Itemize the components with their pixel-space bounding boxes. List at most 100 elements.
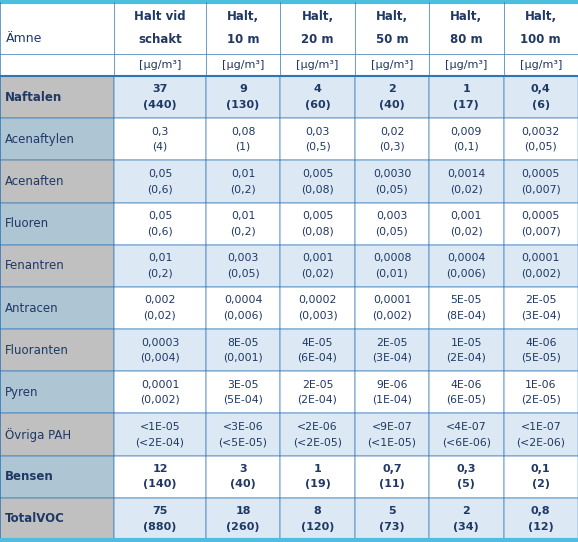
Text: 0,0002: 0,0002 <box>298 295 337 305</box>
Text: 0,3: 0,3 <box>151 127 169 137</box>
Text: Pyren: Pyren <box>5 386 39 399</box>
Text: 0,05: 0,05 <box>148 169 172 179</box>
Text: 2: 2 <box>388 85 396 94</box>
Text: (<2E-06): (<2E-06) <box>516 437 565 447</box>
Bar <box>280 456 355 498</box>
Text: (73): (73) <box>379 521 405 532</box>
Text: 0,0005: 0,0005 <box>521 169 560 179</box>
Text: (12): (12) <box>528 521 554 532</box>
Text: (120): (120) <box>301 521 334 532</box>
Text: (0,006): (0,006) <box>223 311 263 320</box>
Text: (6): (6) <box>532 100 550 109</box>
Text: Halt,: Halt, <box>302 10 334 23</box>
Text: (0,08): (0,08) <box>301 184 334 194</box>
Text: (0,2): (0,2) <box>230 184 256 194</box>
Text: (140): (140) <box>143 479 177 489</box>
Text: 0,05: 0,05 <box>148 211 172 221</box>
Text: 4E-06: 4E-06 <box>525 338 557 347</box>
Text: Acenaftylen: Acenaftylen <box>5 133 75 146</box>
Bar <box>114 329 206 371</box>
Text: (0,001): (0,001) <box>223 353 263 363</box>
Bar <box>206 498 280 540</box>
Text: [μg/m³]: [μg/m³] <box>520 60 562 70</box>
Text: (0,002): (0,002) <box>521 268 561 279</box>
Bar <box>0 203 114 245</box>
Bar <box>0 287 114 329</box>
Bar <box>114 456 206 498</box>
Text: <1E-05: <1E-05 <box>140 422 180 432</box>
Text: (2E-04): (2E-04) <box>446 353 486 363</box>
Bar <box>0 245 114 287</box>
Text: (17): (17) <box>454 100 479 109</box>
Text: (3E-04): (3E-04) <box>521 311 561 320</box>
Text: 12: 12 <box>152 464 168 474</box>
Text: 0,8: 0,8 <box>531 506 551 517</box>
Text: <4E-07: <4E-07 <box>446 422 487 432</box>
Bar <box>355 287 429 329</box>
Text: (0,02): (0,02) <box>450 226 483 236</box>
Text: (0,007): (0,007) <box>521 184 561 194</box>
Bar <box>503 329 578 371</box>
Text: (0,02): (0,02) <box>301 268 334 279</box>
Text: (3E-04): (3E-04) <box>372 353 412 363</box>
Text: (<2E-05): (<2E-05) <box>293 437 342 447</box>
Text: <9E-07: <9E-07 <box>372 422 412 432</box>
Text: 37: 37 <box>152 85 168 94</box>
Text: (0,006): (0,006) <box>446 268 486 279</box>
Text: 0,01: 0,01 <box>231 169 255 179</box>
Text: Naftalen: Naftalen <box>5 91 62 104</box>
Text: (6E-05): (6E-05) <box>446 395 486 405</box>
Text: (0,1): (0,1) <box>454 142 479 152</box>
Bar <box>503 76 578 118</box>
Bar <box>355 118 429 160</box>
Text: 0,0008: 0,0008 <box>373 253 411 263</box>
Bar <box>114 414 206 456</box>
Text: (11): (11) <box>379 479 405 489</box>
Text: (34): (34) <box>454 521 479 532</box>
Text: 0,0001: 0,0001 <box>141 380 179 390</box>
Text: Övriga PAH: Övriga PAH <box>5 428 71 442</box>
Bar <box>0 456 114 498</box>
Text: Halt vid: Halt vid <box>134 10 186 23</box>
Text: Fenantren: Fenantren <box>5 259 65 272</box>
Text: <1E-07: <1E-07 <box>520 422 561 432</box>
Text: (0,2): (0,2) <box>230 226 256 236</box>
Text: 2E-05: 2E-05 <box>525 295 557 305</box>
Text: (5E-05): (5E-05) <box>521 353 561 363</box>
Text: (0,02): (0,02) <box>450 184 483 194</box>
Bar <box>0 160 114 203</box>
Text: 9: 9 <box>239 85 247 94</box>
Text: 0,0004: 0,0004 <box>447 253 486 263</box>
Bar <box>114 118 206 160</box>
Bar <box>206 456 280 498</box>
Text: 0,001: 0,001 <box>451 211 482 221</box>
Bar <box>355 498 429 540</box>
Bar <box>280 414 355 456</box>
Text: 0,0001: 0,0001 <box>521 253 560 263</box>
Bar <box>503 203 578 245</box>
Bar <box>280 245 355 287</box>
Text: 1: 1 <box>314 464 321 474</box>
Text: 0,003: 0,003 <box>376 211 407 221</box>
Bar <box>355 371 429 414</box>
Text: 0,0032: 0,0032 <box>522 127 560 137</box>
Text: Antracen: Antracen <box>5 301 58 314</box>
Bar <box>429 160 503 203</box>
Text: (0,6): (0,6) <box>147 184 173 194</box>
Bar <box>0 498 114 540</box>
Text: 50 m: 50 m <box>376 33 408 46</box>
Text: (0,2): (0,2) <box>147 268 173 279</box>
Bar <box>206 329 280 371</box>
Bar <box>429 371 503 414</box>
Text: (880): (880) <box>143 521 177 532</box>
Text: 0,0004: 0,0004 <box>224 295 262 305</box>
Bar <box>0 2 578 54</box>
Text: 4E-06: 4E-06 <box>451 380 482 390</box>
Bar <box>429 414 503 456</box>
Text: 1E-06: 1E-06 <box>525 380 557 390</box>
Text: (0,02): (0,02) <box>143 311 176 320</box>
Bar <box>280 160 355 203</box>
Text: (0,01): (0,01) <box>376 268 408 279</box>
Text: 4: 4 <box>314 85 321 94</box>
Text: schakt: schakt <box>138 33 182 46</box>
